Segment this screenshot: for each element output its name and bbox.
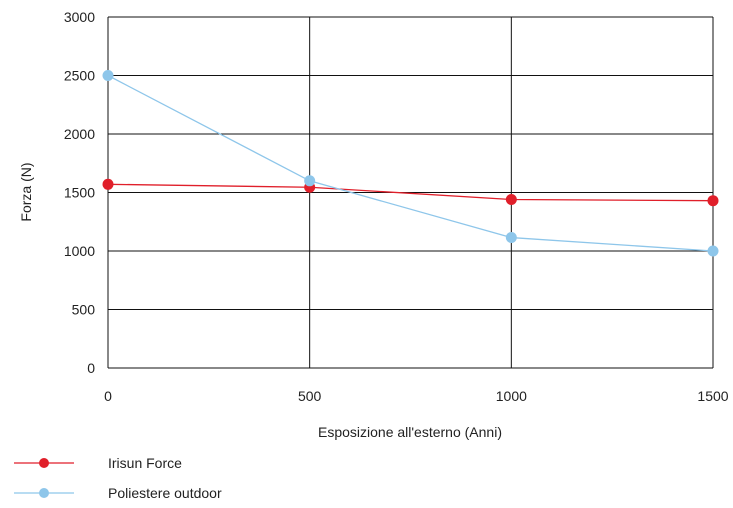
x-tick-label: 1000 (496, 388, 527, 404)
y-tick-label: 0 (87, 360, 95, 376)
y-tick-label: 2500 (64, 68, 95, 84)
data-point-irisun-force (707, 195, 719, 207)
x-tick-label: 1500 (697, 388, 728, 404)
legend-swatch-poliestere-outdoor (14, 488, 74, 498)
legend-item-poliestere-outdoor: Poliestere outdoor (14, 478, 222, 508)
data-point-poliestere-outdoor (304, 175, 316, 187)
y-tick-label: 500 (72, 302, 96, 318)
y-tick-label: 2000 (64, 126, 95, 142)
legend-label-poliestere-outdoor: Poliestere outdoor (108, 485, 222, 501)
x-tick-label: 500 (298, 388, 322, 404)
y-tick-label: 3000 (64, 9, 95, 25)
line-chart: 0 500 1000 1500 0 500 1000 1500 2000 2500 3000 Es… (18, 9, 729, 440)
legend-item-irisun-force: Irisun Force (14, 448, 222, 478)
y-axis-title: Forza (N) (18, 162, 34, 221)
data-point-poliestere-outdoor (707, 245, 719, 257)
series-layer (102, 70, 719, 257)
x-axis-title: Esposizione all'esterno (Anni) (318, 424, 502, 440)
data-point-irisun-force (505, 194, 517, 206)
series-line-irisun-force (107, 183, 714, 202)
legend-label-irisun-force: Irisun Force (108, 455, 182, 471)
x-tick-label: 0 (104, 388, 112, 404)
series-irisun-force (102, 178, 719, 207)
chart-grid (107, 16, 714, 369)
x-axis-ticks: 0 500 1000 1500 (104, 388, 729, 404)
data-point-poliestere-outdoor (102, 70, 114, 81)
series-poliestere-outdoor (102, 70, 719, 257)
series-line-poliestere-outdoor (107, 74, 714, 252)
chart-legend: Irisun Force Poliestere outdoor (14, 448, 222, 508)
legend-swatch-irisun-force (14, 458, 74, 468)
data-point-irisun-force (102, 178, 114, 190)
y-axis-ticks: 0 500 1000 1500 2000 2500 3000 (64, 9, 95, 376)
data-point-poliestere-outdoor (505, 232, 517, 244)
y-tick-label: 1000 (64, 243, 95, 259)
y-tick-label: 1500 (64, 185, 95, 201)
